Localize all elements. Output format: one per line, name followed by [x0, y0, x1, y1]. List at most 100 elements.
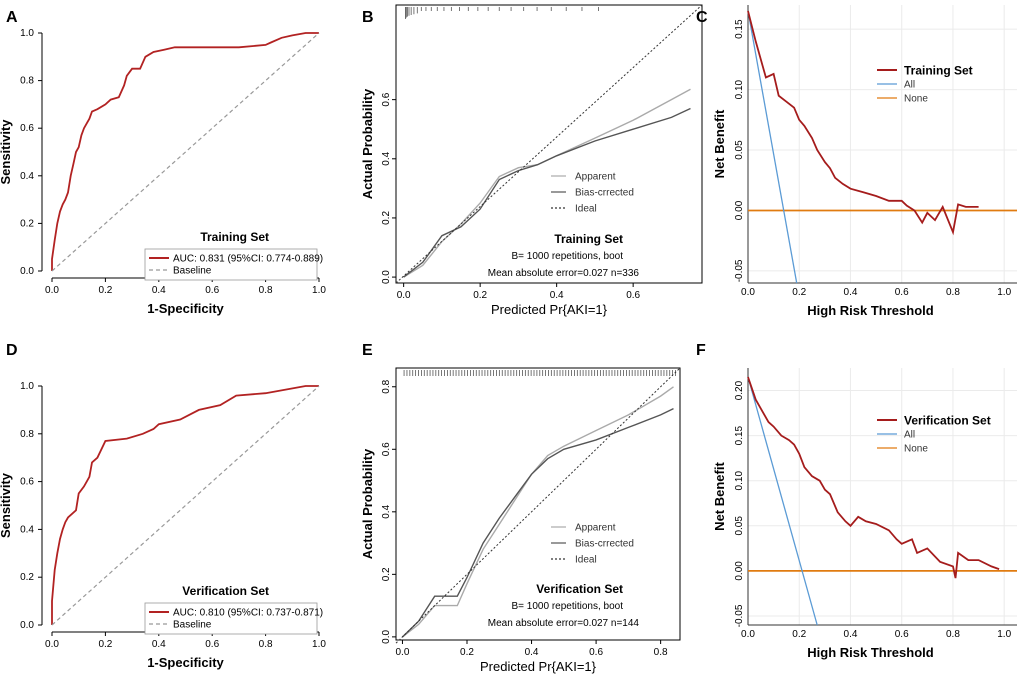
x-tick-label: 0.4: [844, 629, 858, 640]
annotation-bootstrap: B= 1000 repetitions, boot: [512, 251, 624, 262]
y-axis-label: Sensitivity: [0, 472, 13, 538]
x-tick-label: 0.2: [792, 629, 806, 640]
y-tick-label: 0.05: [734, 140, 745, 160]
y-tick-label: -0.05: [734, 604, 745, 627]
x-axis-label: High Risk Threshold: [807, 303, 933, 318]
set-title: Verification Set: [536, 582, 623, 596]
dca-series-all: [747, 10, 798, 284]
legend-item: Verification Set: [904, 414, 991, 428]
y-tick-label: 0.00: [734, 561, 745, 581]
legend-item: None: [904, 444, 928, 455]
legend-item: None: [904, 94, 928, 105]
y-tick-label: 0.00: [734, 200, 745, 220]
x-tick-label: 0.6: [205, 639, 219, 650]
x-tick-label: 0.6: [589, 647, 603, 658]
y-tick-label: 0.0: [20, 620, 34, 631]
y-axis-label: Actual Probability: [360, 448, 375, 559]
x-axis-label: Predicted Pr{AKI=1}: [480, 659, 597, 674]
y-tick-label: 0.6: [20, 477, 34, 488]
panel-label: D: [6, 342, 18, 359]
set-title: Training Set: [200, 230, 269, 244]
legend-box: [144, 248, 318, 281]
y-tick-label: 1.0: [20, 28, 34, 39]
x-tick-label: 0.2: [98, 639, 112, 650]
y-tick-label: 0.2: [381, 567, 392, 581]
set-title: Training Set: [554, 232, 623, 246]
panel-label: E: [362, 342, 373, 359]
legend-item: Apparent: [575, 172, 616, 183]
legend-baseline: Baseline: [173, 266, 212, 277]
panel-label: C: [696, 9, 708, 26]
panel-d: D 0.0 0.2 0.4 0.6 0.8 1.0 0.0 0.2 0.4 0.6 0.8 1.0 1-S…: [0, 342, 326, 670]
y-tick-label: 0.10: [734, 79, 745, 99]
y-tick-label: 0.2: [381, 211, 392, 225]
legend-auc: AUC: 0.810 (95%CI: 0.737-0.871): [173, 608, 323, 619]
panel-label: A: [6, 9, 18, 26]
y-tick-label: 0.8: [381, 379, 392, 393]
annotation-mae: Mean absolute error=0.027 n=144: [488, 618, 640, 629]
panel-label: F: [696, 342, 706, 359]
x-tick-label: 1.0: [997, 629, 1011, 640]
y-axis-label: Sensitivity: [0, 119, 13, 185]
y-tick-label: 0.20: [734, 380, 745, 400]
x-tick-label: 0.4: [844, 287, 858, 298]
legend-item: Ideal: [575, 555, 597, 566]
y-tick-label: -0.05: [734, 259, 745, 282]
x-axis-label: 1-Specificity: [147, 301, 224, 316]
calibration-bias-crrected: [403, 107, 691, 278]
x-tick-label: 0.4: [152, 639, 166, 650]
y-tick-label: 0.4: [381, 504, 392, 518]
x-tick-label: 0.4: [550, 290, 564, 301]
x-tick-label: 0.6: [895, 287, 909, 298]
x-tick-label: 0.0: [396, 647, 410, 658]
x-tick-label: 1.0: [312, 285, 326, 296]
legend-item: Bias-crrected: [575, 539, 634, 550]
annotation-bootstrap: B= 1000 repetitions, boot: [512, 601, 624, 612]
y-tick-label: 0.0: [381, 270, 392, 284]
legend-item: Ideal: [575, 204, 597, 215]
legend-item: Training Set: [904, 64, 973, 78]
y-axis-label: Net Benefit: [712, 109, 727, 178]
panel-a: A 0.0 0.2 0.4 0.6 0.8 1.0 0.0 0.2 0.4 0.6 0.8 1.0 1-S…: [0, 9, 326, 316]
y-tick-label: 0.15: [734, 425, 745, 445]
x-tick-label: 0.6: [895, 629, 909, 640]
y-tick-label: 0.15: [734, 19, 745, 39]
y-tick-label: 0.2: [20, 218, 34, 229]
dca-series-verification-set: [747, 376, 1000, 579]
dca-series-all: [747, 376, 818, 626]
calibration-ideal: [395, 367, 681, 644]
y-tick-label: 0.6: [381, 92, 392, 106]
x-tick-label: 0.2: [473, 290, 487, 301]
x-tick-label: 0.6: [205, 285, 219, 296]
panel-f: F 0.0 0.2 0.4 0.6 0.8 1.0 -0.05 0.00 0.05 0.10 0.15…: [696, 342, 1017, 660]
legend-item: All: [904, 430, 915, 441]
legend-item: Apparent: [575, 523, 616, 534]
y-tick-label: 0.05: [734, 516, 745, 536]
y-tick-label: 0.6: [381, 442, 392, 456]
x-tick-label: 1.0: [997, 287, 1011, 298]
y-tick-label: 0.6: [20, 123, 34, 134]
legend-item: All: [904, 80, 915, 91]
panel-c: C 0.0 0.2 0.4 0.6 0.8 1.0 -0.05 0.00 0.05 0.10 0.15…: [696, 5, 1017, 318]
y-axis-label: Net Benefit: [712, 462, 727, 531]
y-tick-label: 0.8: [20, 429, 34, 440]
calibration-apparent: [403, 88, 691, 278]
legend-auc: AUC: 0.831 (95%CI: 0.774-0.889): [173, 254, 323, 265]
panel-label: B: [362, 9, 374, 26]
set-title: Verification Set: [182, 584, 269, 598]
roc-series-curve: [51, 385, 319, 625]
y-tick-label: 0.8: [20, 76, 34, 87]
roc-series-curve: [51, 32, 319, 271]
y-tick-label: 0.4: [381, 151, 392, 165]
y-tick-label: 0.10: [734, 471, 745, 491]
x-tick-label: 0.0: [45, 285, 59, 296]
panel-b: B 0.0 0.2 0.4 0.6 0.0 0.2 0.4 0.6 Predicted Pr{AK…: [360, 4, 703, 317]
y-tick-label: 0.4: [20, 524, 34, 535]
dca-series-training-set: [747, 10, 979, 236]
x-tick-label: 0.8: [946, 629, 960, 640]
x-tick-label: 0.0: [741, 287, 755, 298]
x-tick-label: 0.2: [792, 287, 806, 298]
x-axis-label: 1-Specificity: [147, 655, 224, 670]
x-tick-label: 0.8: [259, 285, 273, 296]
